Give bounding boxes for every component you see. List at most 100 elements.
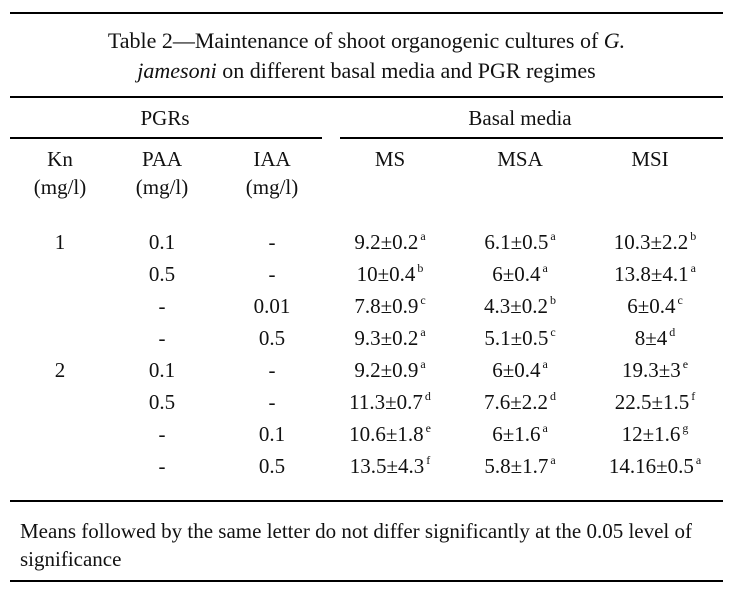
cell-ms: 9.2±0.2 a — [330, 230, 450, 254]
cell-value: 13.5±4.3 — [349, 454, 425, 478]
col-header-iaa-unit: (mg/l) — [245, 175, 299, 199]
significance-letter: c — [420, 293, 426, 307]
caption-rule — [10, 96, 723, 98]
significance-letter: b — [690, 229, 697, 243]
cell-value: 7.8±0.9 — [354, 294, 419, 318]
cell-msa: 6.1±0.5 a — [460, 230, 580, 254]
cell-value: 9.3±0.2 — [354, 326, 419, 350]
cell-ms: 11.3±0.7 d — [330, 390, 450, 414]
col-header-paa-unit: (mg/l) — [135, 175, 189, 199]
cell-value: 6±0.4 — [492, 262, 541, 286]
basal-group-rule — [340, 137, 723, 139]
cell-value: 9.2±0.2 — [354, 230, 419, 254]
significance-letter: d — [550, 389, 557, 403]
cell-iaa: - — [268, 262, 276, 286]
significance-letter: e — [425, 421, 431, 435]
significance-letter: a — [542, 357, 548, 371]
cell-iaa: 0.1 — [258, 422, 286, 446]
cell-iaa: 0.01 — [253, 294, 291, 318]
cell-value: 11.3±0.7 — [349, 390, 423, 414]
cell-msa: 5.8±1.7 a — [460, 454, 580, 478]
bottom-rule — [10, 580, 723, 582]
cell-msi: 6±0.4 c — [590, 294, 720, 318]
col-header-paa: PAA (mg/l) — [122, 145, 202, 201]
cell-iaa: - — [268, 230, 276, 254]
significance-letter: a — [550, 453, 556, 467]
cell-value: 5.1±0.5 — [484, 326, 549, 350]
pgrs-group-header: PGRs — [140, 106, 190, 130]
significance-letter: b — [417, 261, 424, 275]
cell-kn: 2 — [54, 358, 66, 382]
significance-letter: f — [691, 389, 696, 403]
significance-letter: a — [542, 261, 548, 275]
cell-value: 6±1.6 — [492, 422, 541, 446]
col-header-paa-label: PAA — [141, 147, 183, 171]
significance-letter: c — [677, 293, 683, 307]
significance-letter: e — [682, 357, 689, 371]
cell-value: 6±0.4 — [492, 358, 541, 382]
significance-letter: a — [695, 453, 702, 467]
significance-letter: a — [550, 229, 556, 243]
col-header-ms: MS — [374, 147, 406, 171]
cell-value: 10±0.4 — [356, 262, 416, 286]
col-header-kn: Kn (mg/l) — [20, 145, 100, 201]
cell-msi: 8±4 d — [590, 326, 720, 350]
caption-species: jamesoni — [137, 58, 217, 83]
col-header-iaa-label: IAA — [253, 147, 291, 171]
cell-value: 13.8±4.1 — [614, 262, 689, 286]
cell-value: 10.3±2.2 — [613, 230, 689, 254]
cell-value: 10.6±1.8 — [349, 422, 424, 446]
cell-iaa: - — [268, 358, 276, 382]
cell-msa: 6±1.6 a — [460, 422, 580, 446]
cell-iaa: - — [268, 390, 276, 414]
cell-msa: 6±0.4 a — [460, 262, 580, 286]
caption-genus: G. — [603, 28, 626, 53]
cell-msa: 7.6±2.2 d — [460, 390, 580, 414]
cell-paa: 0.5 — [148, 390, 176, 414]
significance-letter: d — [669, 325, 676, 339]
cell-paa: - — [158, 326, 166, 350]
col-header-msa: MSA — [497, 147, 543, 171]
significance-letter: b — [550, 293, 557, 307]
cell-value: 7.6±2.2 — [483, 390, 549, 414]
table-footnote: Means followed by the same letter do not… — [20, 519, 693, 571]
col-header-kn-label: Kn — [47, 147, 73, 171]
top-rule — [10, 12, 723, 14]
cell-paa: 0.5 — [148, 262, 176, 286]
significance-letter: c — [550, 325, 556, 339]
cell-iaa: 0.5 — [258, 454, 286, 478]
cell-value: 5.8±1.7 — [484, 454, 549, 478]
cell-paa: - — [158, 454, 166, 478]
pgrs-group-rule — [10, 137, 322, 139]
cell-msa: 4.3±0.2 b — [460, 294, 580, 318]
cell-paa: - — [158, 422, 166, 446]
significance-letter: a — [690, 261, 696, 275]
cell-value: 6±0.4 — [627, 294, 676, 318]
table-caption: Table 2—Maintenance of shoot organogenic… — [0, 26, 733, 86]
cell-msa: 5.1±0.5 c — [460, 326, 580, 350]
cell-value: 19.3±3 — [621, 358, 681, 382]
significance-letter: f — [426, 453, 431, 467]
col-header-msi: MSI — [631, 147, 669, 171]
cell-msi: 22.5±1.5 f — [590, 390, 720, 414]
cell-msi: 10.3±2.2 b — [590, 230, 720, 254]
cell-msi: 13.8±4.1 a — [590, 262, 720, 286]
cell-value: 8±4 — [634, 326, 668, 350]
cell-ms: 9.2±0.9 a — [330, 358, 450, 382]
cell-paa: 0.1 — [148, 230, 176, 254]
significance-letter: a — [420, 229, 426, 243]
cell-msa: 6±0.4 a — [460, 358, 580, 382]
cell-value: 14.16±0.5 — [608, 454, 694, 478]
col-header-kn-unit: (mg/l) — [33, 175, 87, 199]
cell-ms: 13.5±4.3 f — [330, 454, 450, 478]
cell-value: 12±1.6 — [621, 422, 681, 446]
significance-letter: a — [420, 325, 426, 339]
footnote-rule — [10, 500, 723, 502]
cell-value: 4.3±0.2 — [483, 294, 549, 318]
cell-ms: 7.8±0.9 c — [330, 294, 450, 318]
cell-msi: 19.3±3 e — [590, 358, 720, 382]
caption-suffix: on different basal media and PGR regimes — [216, 58, 596, 83]
cell-value: 22.5±1.5 — [614, 390, 690, 414]
cell-ms: 9.3±0.2 a — [330, 326, 450, 350]
col-header-iaa: IAA (mg/l) — [232, 145, 312, 201]
